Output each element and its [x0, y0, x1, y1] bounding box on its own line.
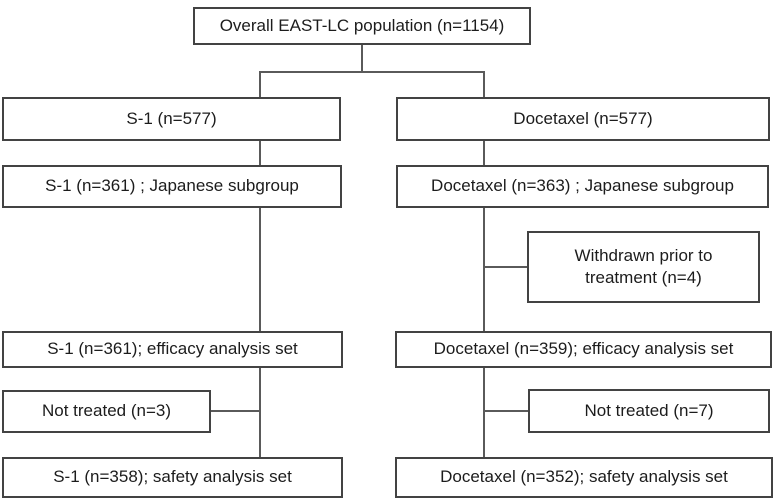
node-label: S-1 (n=577) [126, 108, 217, 128]
connector-overall-down [361, 45, 363, 72]
node-label: S-1 (n=361) ; Japanese subgroup [45, 176, 299, 196]
node-label: Not treated (n=7) [584, 400, 714, 420]
node-label: Not treated (n=3) [42, 401, 171, 421]
connector-s1-efficacy-safety [259, 367, 261, 457]
node-s1-efficacy-set: S-1 (n=361); efficacy analysis set [2, 331, 343, 368]
connector-s1-japanese-efficacy [259, 207, 261, 331]
connector-s1-arm-japanese [259, 141, 261, 165]
node-label: S-1 (n=361); efficacy analysis set [47, 339, 298, 359]
node-s1-arm: S-1 (n=577) [2, 97, 341, 141]
connector-doc-not-treated-stub [484, 410, 528, 412]
connector-doc-efficacy-safety [483, 367, 485, 457]
connector-right-branch-down [483, 71, 485, 97]
node-docetaxel-not-treated: Not treated (n=7) [528, 389, 770, 433]
node-s1-japanese-subgroup: S-1 (n=361) ; Japanese subgroup [2, 165, 342, 208]
node-label: Docetaxel (n=352); safety analysis set [440, 467, 728, 487]
node-label: Docetaxel (n=577) [513, 108, 653, 128]
node-docetaxel-safety-set: Docetaxel (n=352); safety analysis set [395, 457, 773, 498]
connector-left-branch-down [259, 71, 261, 97]
node-withdrawn: Withdrawn prior to treatment (n=4) [527, 231, 760, 303]
node-docetaxel-japanese-subgroup: Docetaxel (n=363) ; Japanese subgroup [396, 165, 769, 208]
node-s1-safety-set: S-1 (n=358); safety analysis set [2, 457, 343, 498]
connector-s1-not-treated-stub [210, 410, 260, 412]
node-docetaxel-arm: Docetaxel (n=577) [396, 97, 770, 141]
node-label: Withdrawn prior to treatment (n=4) [574, 245, 713, 287]
connector-doc-arm-japanese [483, 141, 485, 165]
connector-branch-horizontal [259, 71, 485, 73]
node-docetaxel-efficacy-set: Docetaxel (n=359); efficacy analysis set [395, 331, 772, 368]
connector-doc-japanese-efficacy [483, 207, 485, 331]
node-s1-not-treated: Not treated (n=3) [2, 390, 211, 433]
connector-withdrawn-stub [484, 266, 527, 268]
node-overall-population: Overall EAST-LC population (n=1154) [193, 7, 531, 45]
node-label: Docetaxel (n=363) ; Japanese subgroup [431, 176, 734, 196]
node-label: Docetaxel (n=359); efficacy analysis set [433, 339, 734, 359]
node-label: S-1 (n=358); safety analysis set [53, 467, 292, 487]
node-label: Overall EAST-LC population (n=1154) [219, 15, 505, 35]
